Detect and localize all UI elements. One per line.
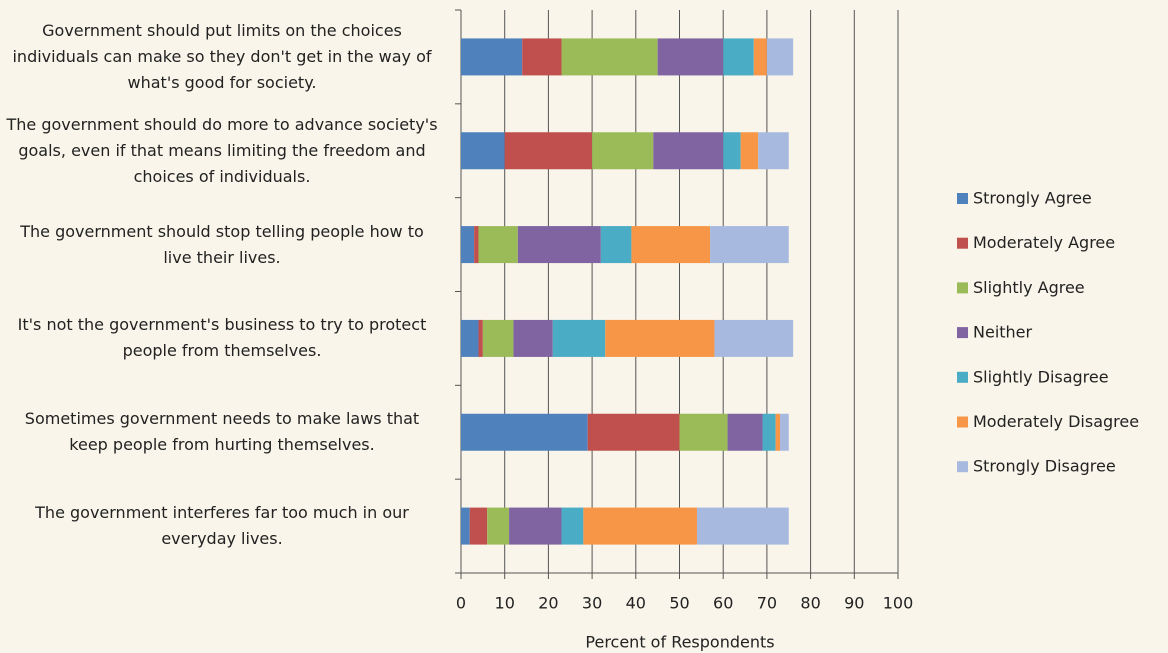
legend-swatch	[957, 193, 968, 204]
bar-segment	[762, 413, 776, 451]
bar-segment	[727, 413, 763, 451]
bar-segment	[775, 413, 781, 451]
bar-segment	[710, 226, 789, 264]
legend-label: Slightly Agree	[973, 278, 1085, 297]
y-tick-label: The government interferes far too much i…	[35, 503, 409, 549]
bar-segment	[509, 507, 562, 545]
legend-label: Neither	[973, 323, 1033, 342]
bar-segment	[474, 226, 479, 264]
legend-swatch	[957, 327, 968, 339]
legend-swatch	[957, 461, 968, 473]
bar-segment	[583, 507, 697, 545]
bar-segment	[753, 38, 767, 76]
bar-segment	[478, 319, 483, 357]
bar-segment	[653, 132, 724, 170]
bar-segment	[522, 38, 562, 76]
bar-segment	[552, 319, 606, 357]
y-tick-label: The government should do more to advance…	[6, 114, 438, 186]
bar-segment	[461, 319, 479, 357]
y-tick-label: The government should stop telling peopl…	[20, 221, 424, 267]
x-tick-label: 30	[582, 594, 602, 613]
y-tick-label: Government should put limits on the choi…	[12, 20, 432, 92]
x-tick-label: 70	[757, 594, 777, 613]
bar-segment	[592, 132, 654, 170]
legend-swatch	[957, 371, 968, 383]
y-tick-label: Sometimes government needs to make laws …	[24, 409, 420, 455]
x-tick-label: 0	[456, 594, 466, 613]
bar-segment	[605, 319, 715, 357]
bar-segment	[780, 413, 789, 451]
bar-segment	[587, 413, 680, 451]
bar-segment	[631, 226, 711, 264]
x-tick-label: 50	[669, 594, 689, 613]
bar-segment	[696, 507, 789, 545]
x-tick-label: 10	[495, 594, 515, 613]
legend-swatch	[957, 282, 968, 294]
legend-label: Moderately Agree	[973, 233, 1115, 252]
bar-segment	[487, 507, 510, 545]
bar-segment	[740, 132, 759, 170]
bar-segment	[478, 226, 518, 264]
bar-segment	[461, 413, 588, 451]
bar-segment	[513, 319, 553, 357]
bar-segment	[461, 38, 523, 76]
x-tick-label: 60	[713, 594, 733, 613]
bar-segment	[461, 132, 505, 170]
x-tick-label: 80	[800, 594, 820, 613]
x-tick-label: 20	[538, 594, 558, 613]
x-tick-label: 100	[883, 594, 914, 613]
legend-swatch	[957, 416, 968, 428]
legend-label: Slightly Disagree	[973, 367, 1109, 386]
bar-segment	[517, 226, 601, 264]
bar-segment	[561, 507, 584, 545]
legend-label: Moderately Disagree	[973, 412, 1139, 431]
bar-segment	[461, 507, 470, 545]
x-tick-label: 90	[844, 594, 864, 613]
bar-segment	[714, 319, 794, 357]
x-tick-label: 40	[626, 594, 646, 613]
legend-label: Strongly Disagree	[973, 457, 1116, 476]
bar-segment	[504, 132, 593, 170]
legend-swatch	[957, 237, 968, 249]
bar-segment	[723, 38, 754, 76]
bar-segment	[723, 132, 741, 170]
bar-segment	[482, 319, 514, 357]
bar-segment	[469, 507, 488, 545]
bar-segment	[758, 132, 789, 170]
bar-segment	[657, 38, 724, 76]
bar-segment	[679, 413, 728, 451]
x-axis-label: Percent of Respondents	[585, 633, 774, 652]
y-tick-label: It's not the government's business to tr…	[17, 315, 427, 361]
bar-segment	[461, 226, 475, 264]
legend-label: Strongly Agree	[973, 189, 1092, 208]
bar-segment	[561, 38, 658, 76]
bar-segment	[766, 38, 794, 76]
bar-segment	[600, 226, 632, 264]
